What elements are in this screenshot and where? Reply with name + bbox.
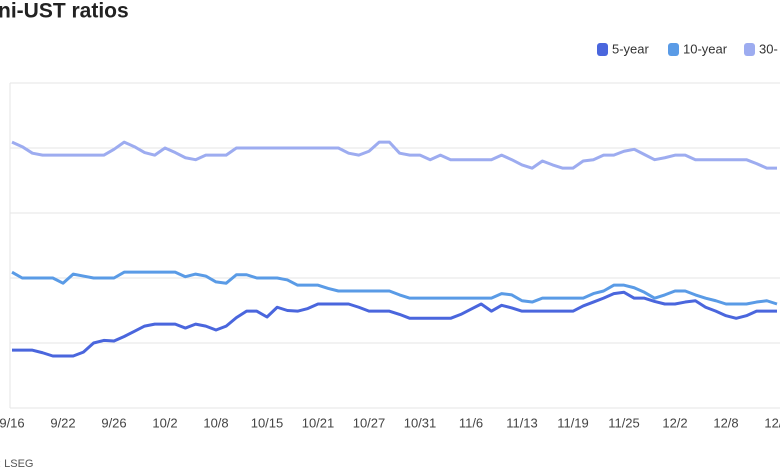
x-tick-label: 10/27 [353,415,386,430]
x-tick-label: 11/19 [557,415,589,430]
x-tick-label: 10/21 [302,415,335,430]
x-tick-label: 10/2 [152,415,177,430]
x-tick-label: 9/26 [101,415,126,430]
x-tick-label: 12/2 [662,415,687,430]
x-tick-label: 11/6 [459,415,483,430]
legend-swatch [744,43,755,56]
x-tick-label: 9/22 [50,415,75,430]
chart-title: ni-UST ratios [0,0,129,23]
x-tick-label: 11/13 [506,415,538,430]
legend-label: 10-year [683,41,728,56]
source: : LSEG [0,458,33,470]
series-line [11,140,777,170]
x-tick-label: 10/8 [203,415,228,430]
series-line [12,290,777,358]
x-tick-label: 12/1 [764,415,780,430]
series-line [11,270,778,306]
legend-label: 30- [759,41,778,56]
x-tick-label: 10/15 [251,415,284,430]
x-tick-label: 9/16 [0,415,25,430]
legend-label: 5-year [612,41,650,56]
x-tick-label: 10/31 [404,415,437,430]
x-tick-label: 11/25 [608,415,640,430]
x-tick-label: 12/8 [713,415,738,430]
legend-swatch [597,43,608,56]
legend-swatch [668,43,679,56]
